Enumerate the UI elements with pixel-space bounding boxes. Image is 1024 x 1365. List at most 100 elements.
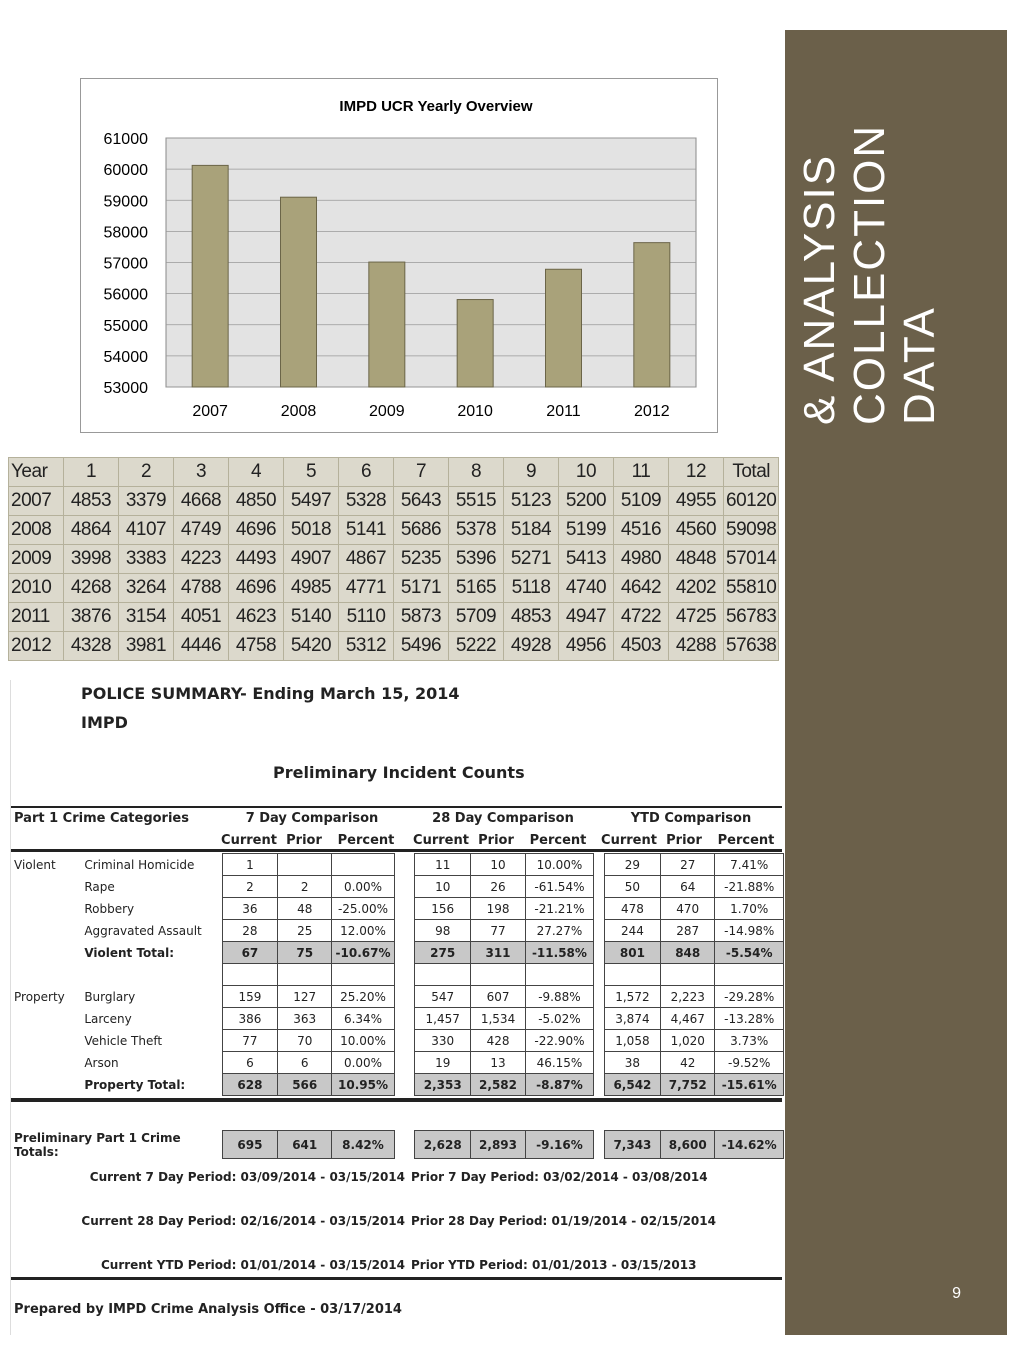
table-cell: 4853 xyxy=(63,486,119,516)
table-cell: 4560 xyxy=(668,515,724,545)
table-cell: 8 xyxy=(448,457,504,487)
value-cell: 1,058 xyxy=(603,1029,662,1052)
summary-subtitle: Preliminary Incident Counts xyxy=(273,763,525,782)
summary-title: POLICE SUMMARY- Ending March 15, 2014 xyxy=(81,684,460,703)
table-cell: 4956 xyxy=(558,631,614,661)
value-cell: 38 xyxy=(603,1051,662,1074)
table-cell: 5378 xyxy=(448,515,504,545)
table-cell: 4696 xyxy=(228,573,284,603)
value-cell: -25.00% xyxy=(331,897,395,920)
table-cell: 2007 xyxy=(8,486,64,516)
value-cell: 10 xyxy=(414,875,472,898)
value-cell: -9.16% xyxy=(524,1130,595,1159)
value-cell: -21.88% xyxy=(714,875,784,898)
table-cell: 4850 xyxy=(228,486,284,516)
table-cell: 4867 xyxy=(338,544,394,574)
row-label: Robbery xyxy=(84,901,135,916)
section-title: & ANALYSIS COLLECTION DATA xyxy=(795,124,945,425)
value-cell: 2,353 xyxy=(414,1073,472,1096)
value-cell: 3.73% xyxy=(714,1029,784,1052)
table-cell: 5123 xyxy=(503,486,559,516)
table-cell: 5413 xyxy=(558,544,614,574)
table-cell: 4696 xyxy=(228,515,284,545)
row-label: Preliminary Part 1 Crime Totals: xyxy=(14,1130,181,1159)
value-cell: 27.27% xyxy=(524,919,595,942)
table-row: 2007 4853 3379 4668 4850 5497 5328 5643 5515 5123… xyxy=(8,486,780,516)
column-subheader: Current xyxy=(601,833,657,848)
value-cell: 10 xyxy=(470,853,526,876)
row-label: Aggravated Assault xyxy=(84,923,202,938)
row-group xyxy=(11,1008,81,1030)
bar-2010 xyxy=(456,299,494,388)
section-title-line: DATA xyxy=(895,306,944,425)
value-cell: -15.61% xyxy=(714,1073,784,1096)
value-cell: 10.00% xyxy=(524,853,595,876)
bar-2012 xyxy=(633,242,671,388)
table-cell: 7 xyxy=(393,457,449,487)
value-cell: 77 xyxy=(470,919,526,942)
table-cell: 4864 xyxy=(63,515,119,545)
bar-2009 xyxy=(368,261,406,388)
value-cell: 470 xyxy=(660,897,716,920)
value-cell: 330 xyxy=(414,1029,472,1052)
value-cell: 28 xyxy=(221,919,279,942)
value-cell: 75 xyxy=(277,941,333,964)
table-cell: 5496 xyxy=(393,631,449,661)
column-subheader: Percent xyxy=(337,833,395,848)
column-subheader: Percent xyxy=(717,833,775,848)
value-cell xyxy=(714,963,784,986)
row-group xyxy=(11,942,81,964)
value-cell: 2 xyxy=(277,875,333,898)
value-cell: 36 xyxy=(221,897,279,920)
table-cell: 4788 xyxy=(173,573,229,603)
table-cell: 5140 xyxy=(283,602,339,632)
value-cell: 6.34% xyxy=(331,1007,395,1030)
table-cell: 5222 xyxy=(448,631,504,661)
table-cell: 4493 xyxy=(228,544,284,574)
row-label: Violent Total: xyxy=(84,945,175,960)
x-tick-label: 2008 xyxy=(281,403,317,420)
table-cell: 5118 xyxy=(503,573,559,603)
table-cell: Total xyxy=(722,457,780,487)
value-cell: 11 xyxy=(414,853,472,876)
table-cell: 4749 xyxy=(173,515,229,545)
section-title-line: & ANALYSIS xyxy=(795,153,844,425)
table-cell: 5873 xyxy=(393,602,449,632)
table-cell: 4328 xyxy=(63,631,119,661)
value-cell: 29 xyxy=(603,853,662,876)
value-cell: 8,600 xyxy=(660,1130,716,1159)
value-cell: 1.70% xyxy=(714,897,784,920)
value-cell: 2,628 xyxy=(414,1130,472,1159)
value-cell xyxy=(414,963,472,986)
value-cell: 12.00% xyxy=(331,919,395,942)
y-tick-label: 57000 xyxy=(104,256,149,273)
table-cell: 10 xyxy=(558,457,614,487)
table-cell: 2011 xyxy=(8,602,64,632)
value-cell: 1 xyxy=(221,853,279,876)
table-row: Larceny 386 363 6.34% 1,457 1,534 -5.02% 3,874 4… xyxy=(11,1007,784,1030)
table-cell: 3981 xyxy=(118,631,174,661)
table-cell: 5165 xyxy=(448,573,504,603)
value-cell: 1,457 xyxy=(414,1007,472,1030)
value-cell: 848 xyxy=(660,941,716,964)
value-cell: 2,223 xyxy=(660,985,716,1008)
value-cell: 7.41% xyxy=(714,853,784,876)
table-cell: 5271 xyxy=(503,544,559,574)
column-subheader: Current xyxy=(221,833,277,848)
value-cell: 25.20% xyxy=(331,985,395,1008)
table-row: Violent Criminal Homicide 1 11 10 10.00% 29 27 7… xyxy=(11,853,784,876)
y-tick-label: 54000 xyxy=(104,349,149,366)
table-row xyxy=(11,963,784,986)
section-title-line: COLLECTION xyxy=(845,123,894,425)
table-cell: 4758 xyxy=(228,631,284,661)
row-group xyxy=(11,964,81,986)
section-sidebar: & ANALYSIS COLLECTION DATA 9 xyxy=(785,30,1007,1335)
table-cell: 3154 xyxy=(118,602,174,632)
value-cell: 2 xyxy=(221,875,279,898)
table-cell: 5 xyxy=(283,457,339,487)
value-cell: -14.62% xyxy=(714,1130,784,1159)
value-cell xyxy=(660,963,716,986)
table-cell: 4623 xyxy=(228,602,284,632)
table-cell: 5200 xyxy=(558,486,614,516)
x-tick-label: 2010 xyxy=(457,403,493,420)
